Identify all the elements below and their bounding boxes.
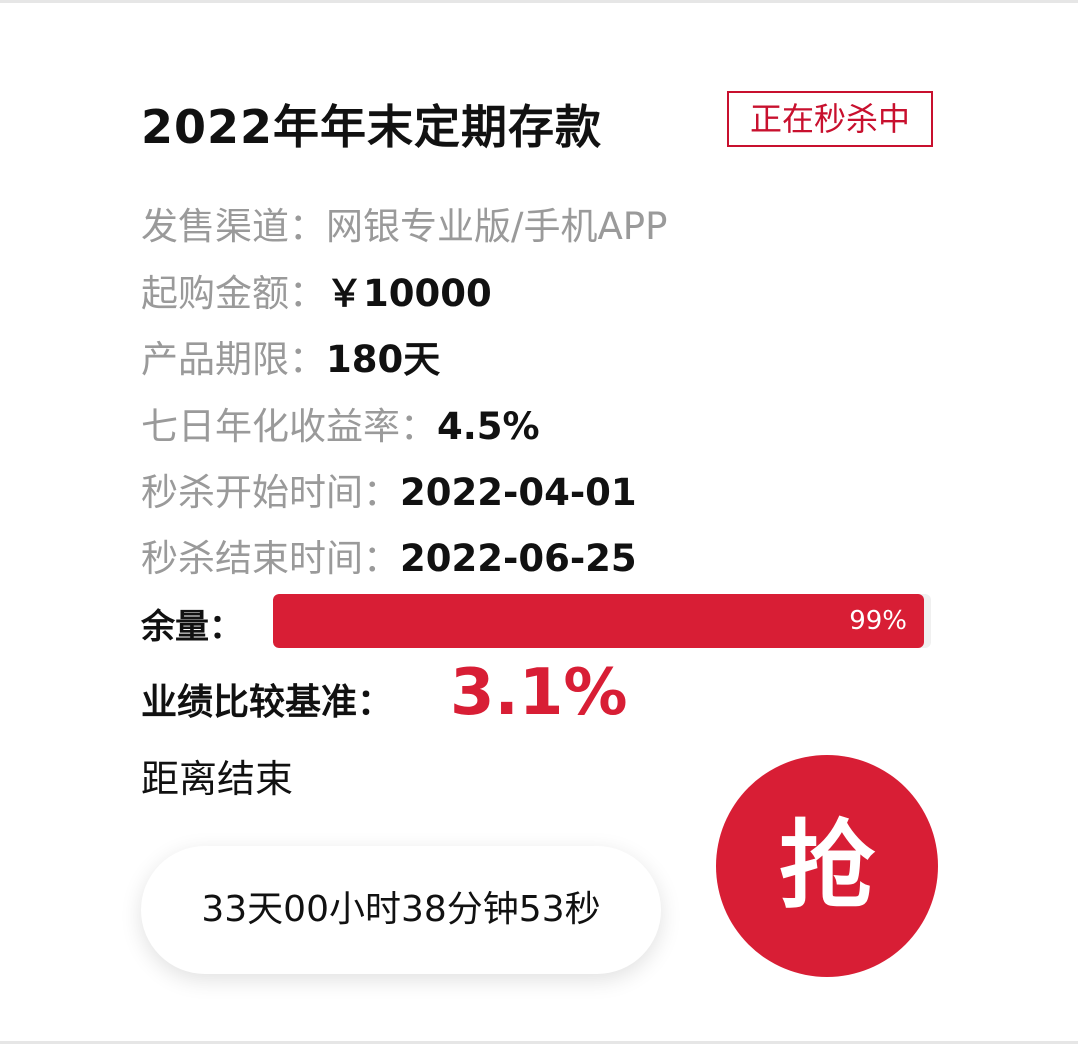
detail-label-channel: 发售渠道： [141,205,326,248]
detail-row-start-time: 秒杀开始时间：2022-04-01 [141,469,637,517]
product-title: 2022年年末定期存款 [141,100,603,154]
detail-label-term: 产品期限： [141,338,326,381]
seckill-status-badge: 正在秒杀中 [727,91,933,147]
detail-value-min-amount: ￥10000 [326,272,492,315]
detail-row-term: 产品期限：180天 [141,336,440,384]
grab-button[interactable]: 抢 [716,755,938,977]
detail-value-end-time: 2022-06-25 [400,537,637,580]
benchmark-value: 3.1% [450,656,628,730]
detail-row-channel: 发售渠道：网银专业版/手机APP [141,203,667,251]
detail-label-start-time: 秒杀开始时间： [141,471,400,514]
detail-value-channel: 网银专业版/手机APP [326,205,668,248]
detail-value-start-time: 2022-04-01 [400,471,637,514]
stock-progress-fill [273,594,925,648]
countdown-label: 距离结束 [141,757,294,801]
stock-progress-bar: 99% [273,594,931,648]
detail-label-yield: 七日年化收益率： [141,405,437,448]
stock-label: 余量： [141,607,243,647]
countdown-timer: 33天00小时38分钟53秒 [141,846,661,974]
detail-row-min-amount: 起购金额：￥10000 [141,270,492,318]
detail-row-yield: 七日年化收益率：4.5% [141,403,540,451]
detail-row-end-time: 秒杀结束时间：2022-06-25 [141,535,637,583]
detail-value-yield: 4.5% [437,405,540,448]
detail-label-end-time: 秒杀结束时间： [141,537,400,580]
stock-progress-percent: 99% [849,606,907,636]
detail-value-term: 180天 [326,338,441,381]
detail-label-min-amount: 起购金额： [141,272,326,315]
benchmark-label: 业绩比较基准： [141,682,394,723]
